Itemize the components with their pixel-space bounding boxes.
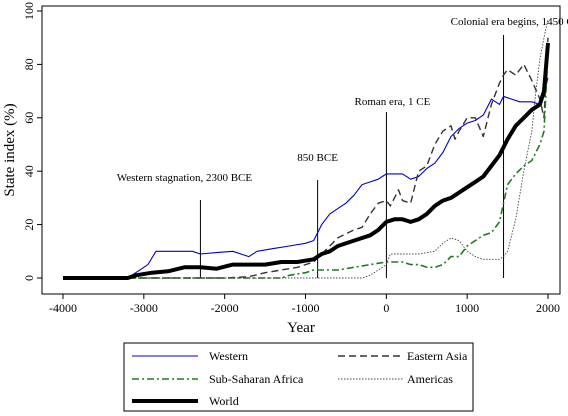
annotation-label-colonial-era: Colonial era begins, 1450 CE [451,16,568,28]
legend-label-sub-saharan-africa: Sub-Saharan Africa [209,372,304,386]
x-tick-label: 2000 [536,301,560,315]
series-layer [63,18,550,280]
x-tick-label: 0 [383,301,389,315]
y-tick-label: 20 [22,219,36,231]
y-tick-label: 80 [22,58,36,70]
legend-label-world: World [209,394,239,408]
y-tick-label: 0 [22,275,36,281]
x-tick-label: -4000 [49,301,77,315]
x-axis-title: Year [287,320,315,336]
series-line-world [63,42,550,280]
series-line-sub-saharan-africa [63,51,549,279]
plot-frame [41,5,561,295]
x-axis-ticks: -4000 -3000 -2000 -1000 0 1000 2000 [49,294,560,315]
x-tick-label: -2000 [211,301,239,315]
legend: Western Eastern Asia Sub-Saharan Africa … [123,342,474,412]
y-tick-label: 100 [22,2,36,20]
y-axis-title: State index (%) [2,103,18,196]
series-line-americas [63,18,549,279]
x-tick-label: -3000 [130,301,158,315]
x-tick-label: 1000 [455,301,479,315]
legend-label-western: Western [209,349,248,363]
y-axis-ticks: 0 20 40 60 80 100 [22,2,42,281]
y-tick-label: 60 [22,112,36,124]
annotation-label-roman-era: Roman era, 1 CE [355,96,431,108]
annotation-label-850-bce: 850 BCE [297,152,338,164]
y-tick-label: 40 [22,165,36,177]
series-line-western [63,77,549,279]
legend-label-eastern-asia: Eastern Asia [407,349,468,363]
legend-label-americas: Americas [407,372,453,386]
annotation-layer: Western stagnation, 2300 BCE 850 BCE Rom… [117,16,568,278]
annotation-label-western-stagnation: Western stagnation, 2300 BCE [117,172,253,184]
x-tick-label: -1000 [292,301,320,315]
